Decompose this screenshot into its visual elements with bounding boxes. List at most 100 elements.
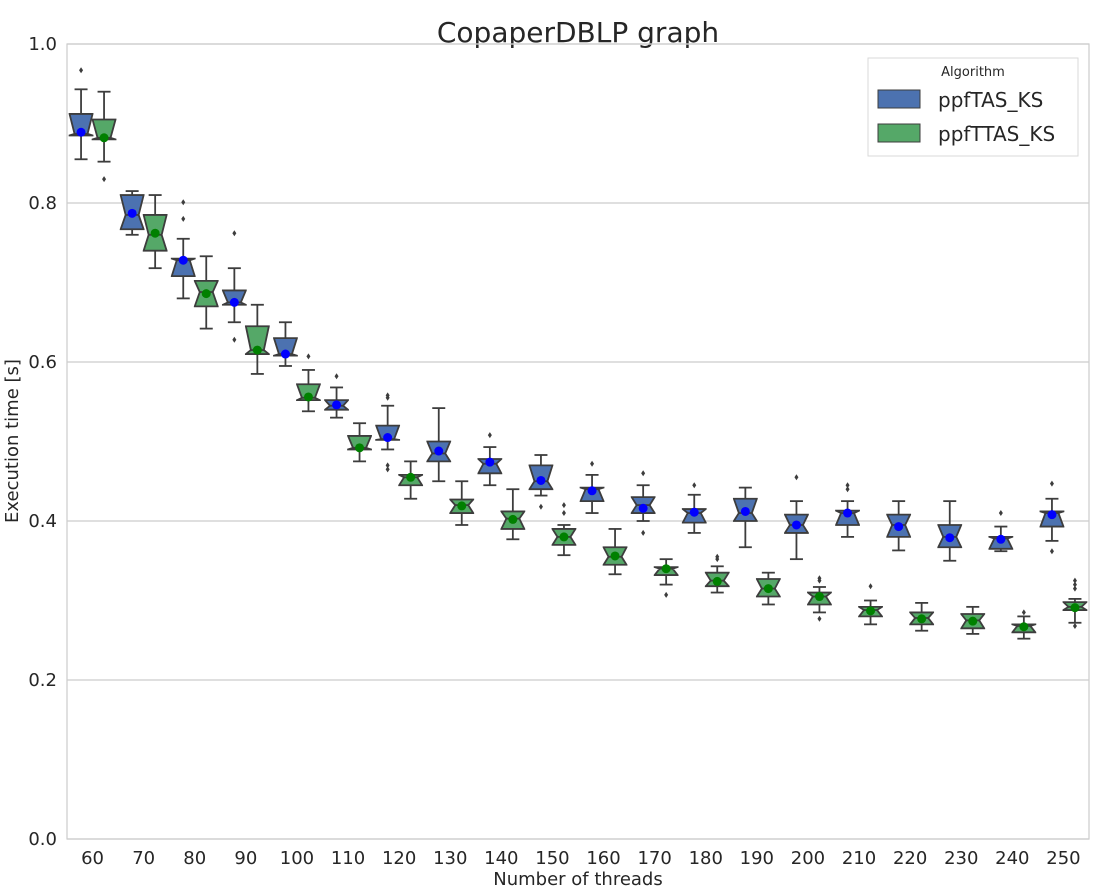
mean-marker (508, 514, 518, 524)
box-ppftas-ks (579, 460, 605, 514)
x-tick-label: 240 (995, 848, 1029, 869)
legend-label-ppftas-ks: ppfTAS_KS (938, 88, 1043, 112)
box-ppfttas-ks (347, 422, 372, 463)
box-body (170, 257, 196, 278)
mean-marker (661, 564, 671, 574)
box-ppftas-ks (119, 190, 145, 236)
box-body (91, 118, 117, 141)
mean-marker (740, 506, 750, 516)
box-body (244, 325, 270, 355)
y-tick-label: 0.0 (28, 829, 57, 850)
box-body (835, 509, 860, 526)
outlier-marker (1049, 480, 1054, 487)
x-tick-label: 110 (331, 848, 365, 869)
outlier-marker (1072, 577, 1077, 584)
mean-marker (332, 400, 342, 410)
outlier-marker (794, 474, 799, 481)
box-body (273, 337, 298, 357)
mean-marker (150, 228, 160, 238)
outlier-marker (1049, 548, 1054, 555)
x-tick-label: 210 (842, 848, 876, 869)
outlier-marker (998, 510, 1003, 517)
outlier-marker (334, 373, 339, 380)
mean-marker (1047, 510, 1057, 520)
outlier-marker (538, 503, 543, 510)
box-ppfttas-ks (807, 575, 832, 622)
box-ppftas-ks (681, 482, 707, 534)
box-ppftas-ks (426, 407, 452, 483)
box-ppfttas-ks (296, 353, 321, 413)
x-tick-label: 120 (382, 848, 416, 869)
outlier-marker (487, 432, 492, 439)
box-ppftas-ks (732, 486, 758, 549)
box-ppftas-ks (630, 470, 656, 536)
outlier-marker (641, 529, 646, 536)
legend-title: Algorithm (941, 65, 1005, 80)
outlier-marker (232, 336, 237, 343)
outlier-marker (1072, 622, 1077, 629)
outlier-marker (102, 176, 107, 183)
outlier-marker (817, 615, 822, 622)
box-ppfttas-ks (858, 583, 883, 626)
outlier-marker (817, 575, 822, 582)
box-ppfttas-ks (1062, 577, 1088, 629)
box-ppfttas-ks (551, 502, 577, 557)
outlier-marker (692, 482, 697, 489)
outlier-marker (845, 482, 850, 489)
mean-marker (996, 534, 1006, 544)
mean-marker (791, 520, 801, 530)
x-tick-label: 150 (535, 848, 569, 869)
box-ppfttas-ks (500, 488, 526, 541)
box-ppfttas-ks (142, 194, 168, 270)
box-plots (68, 67, 1088, 640)
box-ppftas-ks (1039, 480, 1065, 555)
x-tick-label: 180 (689, 848, 723, 869)
box-ppftas-ks (528, 454, 554, 510)
box-ppfttas-ks (449, 480, 475, 526)
x-tick-label: 140 (484, 848, 518, 869)
mean-marker (559, 532, 569, 542)
box-body (221, 289, 247, 306)
outlier-marker (385, 392, 390, 399)
x-tick-label: 200 (791, 848, 825, 869)
legend-swatch-ppfttas-ks (877, 123, 921, 143)
x-tick-label: 220 (893, 848, 927, 869)
x-tick-label: 250 (1046, 848, 1080, 869)
mean-marker (763, 584, 773, 594)
outlier-marker (845, 486, 850, 493)
box-ppfttas-ks (398, 460, 424, 500)
outlier-marker (561, 502, 566, 509)
mean-marker (945, 533, 955, 543)
mean-marker (866, 606, 876, 616)
box-ppfttas-ks (1011, 609, 1037, 640)
outlier-marker (1072, 581, 1077, 588)
mean-marker (610, 551, 620, 561)
x-tick-label: 100 (280, 848, 314, 869)
outlier-marker (590, 460, 595, 467)
x-tick-label: 60 (81, 848, 104, 869)
outlier-marker (79, 67, 84, 74)
y-axis: 0.0 0.2 0.4 0.6 0.8 1.0 (28, 34, 57, 850)
x-tick-label: 80 (183, 848, 206, 869)
box-body (68, 113, 94, 137)
mean-marker (587, 486, 597, 496)
mean-marker (99, 133, 109, 143)
y-tick-label: 0.6 (28, 352, 57, 373)
mean-marker (127, 208, 137, 218)
mean-marker (201, 289, 211, 299)
outlier-marker (1072, 585, 1077, 592)
box-ppftas-ks (170, 199, 196, 300)
box-ppftas-ks (324, 373, 349, 419)
outlier-marker (385, 466, 390, 473)
box-ppftas-ks (937, 500, 963, 562)
box-ppfttas-ks (91, 90, 117, 183)
legend-swatch-ppftas-ks (877, 89, 921, 109)
mean-marker (917, 614, 927, 624)
mean-marker (252, 345, 262, 355)
outlier-marker (868, 583, 873, 590)
mean-marker (229, 297, 239, 307)
mean-marker (457, 501, 467, 511)
x-tick-label: 160 (586, 848, 620, 869)
box-ppfttas-ks (653, 558, 679, 598)
y-tick-label: 0.4 (28, 511, 57, 532)
